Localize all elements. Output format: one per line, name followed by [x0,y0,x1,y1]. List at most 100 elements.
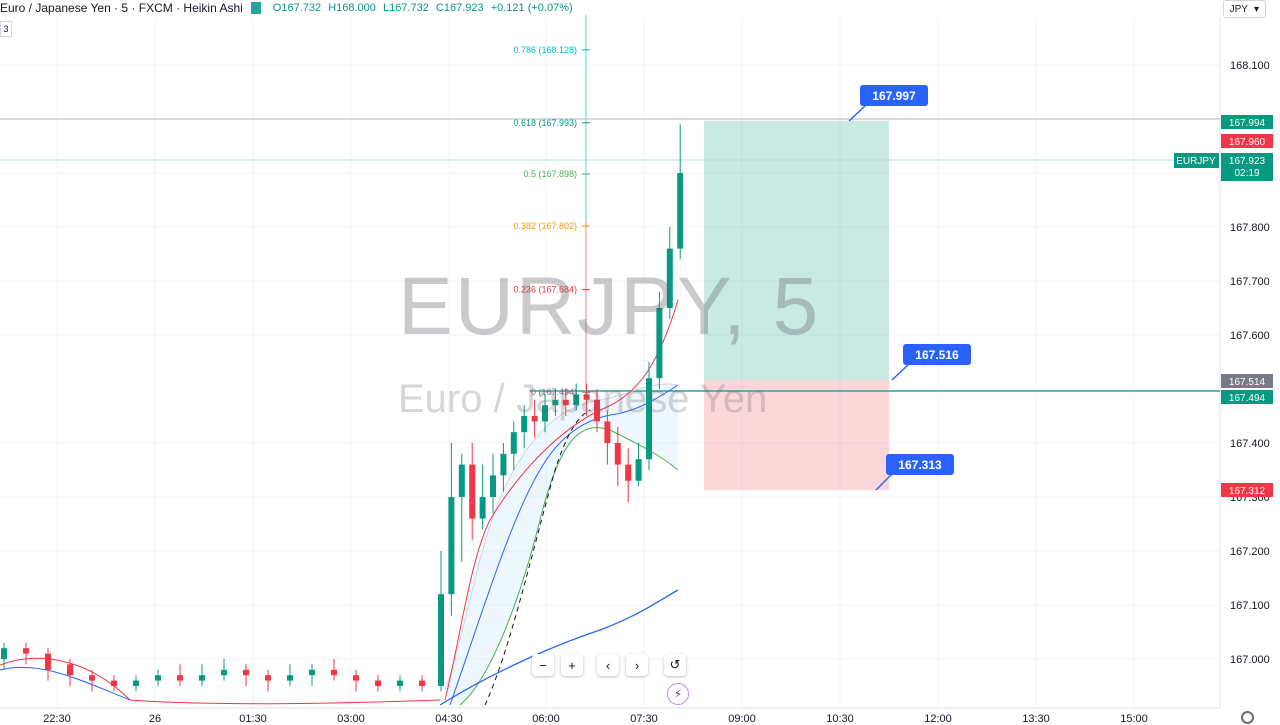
high-value: H168.000 [328,2,376,14]
candle-body [448,497,455,595]
dashed-ma [484,409,591,706]
entry-callout-text: 167.516 [915,348,959,362]
candle-body [1,648,7,659]
currency-label: JPY [1229,3,1248,15]
stop-price-tag: 167.312 [1221,483,1273,497]
candle-body [490,475,496,497]
candle-body [23,648,29,654]
price-axis-label: 167.000 [1230,654,1270,666]
bollinger-fill [445,383,678,705]
bollinger-upper [444,383,679,691]
candle-body [243,669,249,676]
chevron-left-icon: ‹ [605,657,611,673]
target-callout-pointer [848,104,867,122]
chart-title: Euro / Japanese Yen · 5 · FXCM · Heikin … [0,1,243,15]
red-price-tag-text: 167.960 [1229,137,1266,148]
candle-body [604,421,611,443]
candle-body [552,399,559,406]
chevron-right-icon: › [634,657,640,673]
plus-icon: + [568,657,576,673]
high-price-tag: 167.994 [1221,115,1273,129]
candle-body [510,432,517,454]
candle-body [89,675,95,681]
entry-green-tag-text: 167.494 [1229,393,1266,404]
slow-ma [439,589,679,706]
candle-body [594,399,600,422]
stop-callout-pointer [875,473,893,491]
candle-body [438,594,444,686]
candle-body [656,308,663,379]
watermark-symbol: EURJPY, 5 [398,261,821,352]
high-price-tag-bg [1221,115,1273,129]
entry-green-tag: 167.494 [1221,390,1273,404]
lightning-icon[interactable]: ⚡ [667,683,689,705]
price-axis-label: 167.700 [1230,276,1270,288]
candle-body [265,675,271,681]
scroll-left-button[interactable]: ‹ [597,654,619,676]
stop-price-tag-bg [1221,483,1273,497]
chart-header: Euro / Japanese Yen · 5 · FXCM · Heikin … [0,0,577,16]
entry-grey-tag: 167.514 [1221,374,1273,388]
high-price-tag-text: 167.994 [1229,118,1266,129]
last-price-tag-bg [1221,153,1273,181]
candle-body [67,664,73,676]
candle-body [397,680,403,686]
minus-icon: − [539,657,547,673]
fib-level-label: 0.382 (167.802) [513,221,577,231]
bollinger-basis [449,384,679,706]
red-price-tag-bg [1221,134,1273,148]
candle-body [531,416,538,422]
open-value: O167.732 [272,2,322,14]
symbol-tag-text: EURJPY [1176,156,1216,167]
candle-body [287,675,293,681]
stop-callout: 167.313 [875,454,954,491]
time-axis-label: 06:00 [532,713,560,725]
target-callout: 167.997 [848,85,928,122]
candle-body [199,675,205,681]
zoom-in-button[interactable]: + [561,654,583,676]
indicator-count-badge[interactable]: 3 [0,21,12,37]
entry-grey-tag-text: 167.514 [1229,377,1266,388]
price-axis-label: 167.100 [1230,600,1270,612]
zoom-out-button[interactable]: − [532,654,554,676]
time-axis-label: 04:30 [435,713,463,725]
watermark-description: Euro / Japanese Yen [398,377,768,421]
flag-icon [250,2,261,14]
time-axis-label: 01:30 [239,713,267,725]
candle-body [614,443,621,465]
price-axis-label: 168.100 [1230,60,1270,72]
candle-body [666,248,673,308]
time-axis-label: 09:00 [728,713,756,725]
time-axis-label: 26 [149,713,161,725]
candle-body [500,453,507,476]
ohlc-values: O167.732 H168.000 L167.732 C167.923 +0.1… [273,2,577,14]
target-callout-text: 167.997 [872,89,916,103]
candle-body [309,669,315,676]
candle-body [625,464,632,481]
time-axis-label: 03:00 [337,713,365,725]
candle-body [583,394,590,400]
red-ma-right [444,299,679,701]
candle-body [646,378,652,460]
stop-callout-box [886,454,954,475]
stop-price-tag-text: 167.312 [1229,486,1266,497]
candle-body [45,653,51,670]
scroll-right-button[interactable]: › [626,654,648,676]
fib-level-label: 0 (167.494) [531,387,577,397]
entry-callout-pointer [891,363,910,381]
price-axis-label: 167.400 [1230,438,1270,450]
reset-chart-button[interactable]: ↺ [664,654,686,676]
entry-callout: 167.516 [891,344,971,381]
candle-body [458,464,465,497]
blue-ma-left [0,666,131,701]
entry-grey-tag-bg [1221,374,1273,388]
candle-body [573,394,580,406]
last-price-tag-text: 02:19 [1234,168,1259,179]
entry-green-tag-bg [1221,390,1273,404]
fib-level-label: 0.786 (168.128) [513,45,577,55]
currency-selector[interactable]: JPY ▾ [1222,0,1266,18]
candle-body [331,669,337,676]
gear-icon[interactable] [1241,711,1254,724]
close-value: C167.923 [435,2,484,14]
